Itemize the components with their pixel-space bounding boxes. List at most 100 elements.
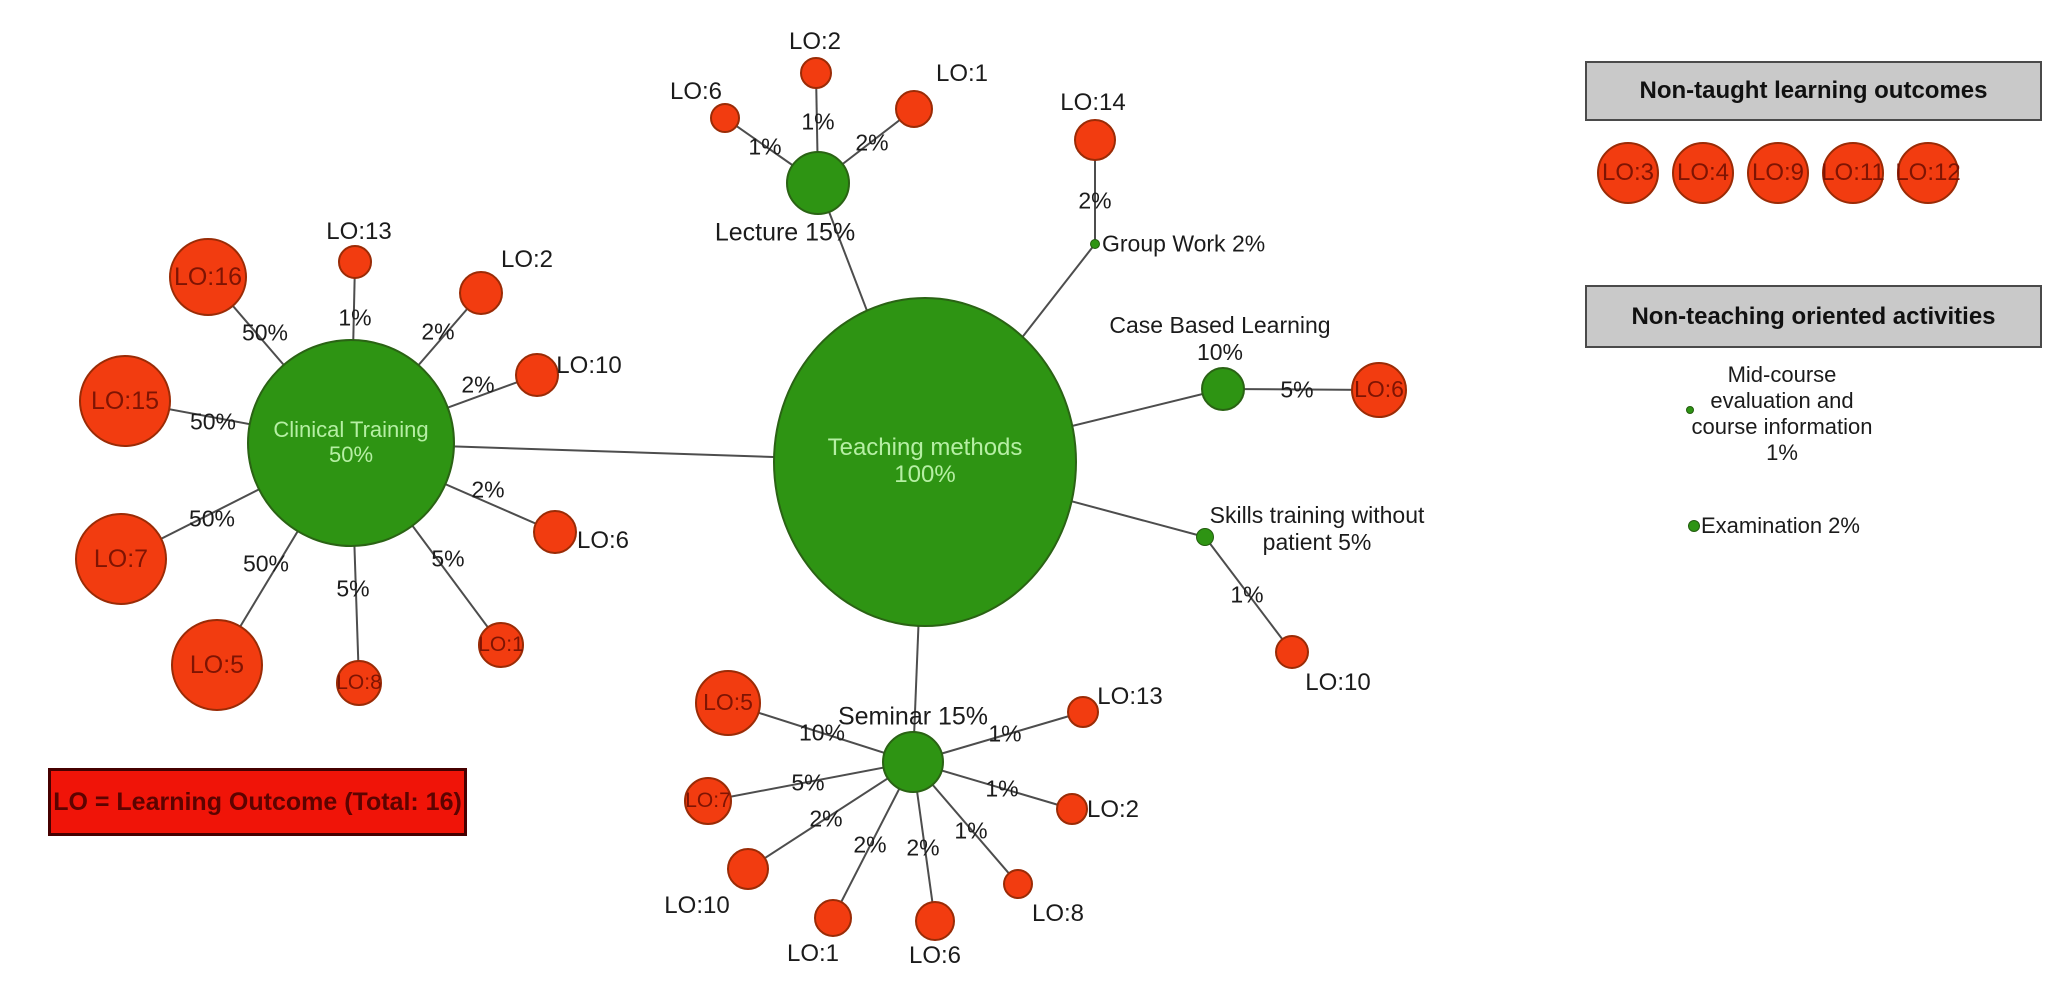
node-label-nt-lo3: LO:3	[1601, 158, 1655, 186]
edge-weight-label-clinical-cl-lo10: 2%	[461, 371, 495, 398]
edge-weight-label-clinical-cl-lo6: 2%	[471, 476, 505, 503]
node-cbl-lo6: LO:6	[1351, 362, 1407, 418]
node-nt-lo11: LO:11	[1821, 142, 1885, 204]
node-label-nt-lo4: LO:4	[1676, 158, 1730, 186]
node-label-cl-lo16: LO:16	[173, 263, 243, 291]
edge-weight-label-seminar-sem-lo1: 2%	[853, 831, 887, 858]
node-label-lec-lo2: LO:2	[788, 27, 842, 55]
node-sk-lo10	[1275, 635, 1309, 669]
node-label-sem-lo7: LO:7	[685, 789, 731, 813]
node-sem-lo10	[727, 848, 769, 890]
node-cl-lo6	[533, 510, 577, 554]
edge-weight-label-clinical-cl-lo5: 50%	[242, 550, 290, 577]
node-label-sem-lo13: LO:13	[1097, 682, 1163, 710]
panel-non-taught-title: Non-taught learning outcomes	[1639, 77, 1988, 104]
node-label-cl-lo5: LO:5	[189, 651, 245, 679]
node-label-cl-lo15: LO:15	[90, 387, 160, 415]
node-lec-lo1	[895, 90, 933, 128]
node-label-seminar: Seminar 15%	[837, 702, 989, 731]
node-label-sem-lo6: LO:6	[908, 941, 962, 969]
node-label-cbl-lo6: LO:6	[1354, 376, 1404, 403]
node-sem-lo5: LO:5	[695, 670, 761, 736]
edge-weight-label-seminar-sem-lo10: 2%	[809, 805, 843, 832]
edge-weight-label-clinical-cl-lo16: 50%	[241, 319, 289, 346]
node-cl-lo10	[515, 353, 559, 397]
node-label-groupwork: Group Work 2%	[1102, 230, 1266, 257]
edge-weight-label-clinical-cl-lo13: 1%	[338, 304, 372, 331]
node-midcourse	[1686, 406, 1694, 414]
edge-weight-label-seminar-sem-lo6: 2%	[906, 834, 940, 861]
edge-weight-label-groupwork-gw-lo14: 2%	[1078, 187, 1112, 214]
node-nt-lo12: LO:12	[1895, 142, 1961, 204]
node-label-sem-lo2: LO:2	[1086, 795, 1140, 823]
edge-weight-label-clinical-cl-lo8: 5%	[336, 575, 370, 602]
node-label-skills: Skills training without patient 5%	[1209, 501, 1425, 555]
node-label-sem-lo8: LO:8	[1031, 899, 1085, 927]
panel-non-teaching-header: Non-teaching oriented activities	[1585, 285, 2042, 348]
edge-seminar-sem-lo10	[747, 761, 914, 870]
panel-non-teaching-title: Non-teaching oriented activities	[1631, 302, 1996, 330]
node-label-lec-lo6: LO:6	[669, 77, 723, 105]
node-label-sk-lo10: LO:10	[1305, 668, 1371, 696]
node-cbl	[1201, 367, 1245, 411]
node-seminar	[882, 731, 944, 793]
node-label-clinical: Clinical Training 50%	[273, 417, 429, 467]
node-label-exam: Examination 2%	[1701, 513, 1860, 539]
node-sem-lo8	[1003, 869, 1033, 899]
edge-weight-label-clinical-cl-lo1: 5%	[431, 545, 465, 572]
node-sem-lo7: LO:7	[684, 777, 732, 825]
node-lecture	[786, 151, 850, 215]
node-label-cl-lo1: LO:1	[478, 633, 524, 657]
node-label-cl-lo2: LO:2	[500, 245, 554, 273]
node-cl-lo16: LO:16	[169, 238, 247, 316]
edge-seminar-sem-lo7	[707, 761, 914, 802]
legend-box: LO = Learning Outcome (Total: 16)	[48, 768, 467, 836]
node-sem-lo6	[915, 901, 955, 941]
node-label-nt-lo9: LO:9	[1751, 158, 1805, 186]
node-teaching: Teaching methods 100%	[773, 297, 1077, 627]
node-label-lec-lo1: LO:1	[935, 59, 989, 87]
node-label-cl-lo13: LO:13	[326, 217, 392, 245]
node-cl-lo13	[338, 245, 372, 279]
node-nt-lo4: LO:4	[1672, 142, 1734, 204]
edge-skills-sk-lo10	[1204, 536, 1293, 653]
node-label-sem-lo10: LO:10	[664, 891, 730, 919]
edge-weight-label-lecture-lec-lo6: 1%	[748, 133, 782, 160]
node-exam	[1688, 520, 1700, 532]
node-lec-lo6	[710, 103, 740, 133]
node-label-sem-lo5: LO:5	[703, 689, 753, 716]
panel-non-taught-header: Non-taught learning outcomes	[1585, 61, 2042, 121]
edge-weight-label-lecture-lec-lo1: 2%	[855, 129, 889, 156]
node-label-nt-lo12: LO:12	[1895, 158, 1961, 186]
node-cl-lo5: LO:5	[171, 619, 263, 711]
node-cl-lo2	[459, 271, 503, 315]
edge-weight-label-clinical-cl-lo7: 50%	[188, 505, 236, 532]
node-label-cl-lo10: LO:10	[556, 351, 622, 379]
node-label-teaching: Teaching methods 100%	[827, 434, 1023, 488]
node-groupwork	[1090, 239, 1100, 249]
edge-weight-label-seminar-sem-lo2: 1%	[985, 775, 1019, 802]
node-label-midcourse: Mid-course evaluation and course informa…	[1691, 362, 1873, 465]
edge-weight-label-lecture-lec-lo2: 1%	[801, 108, 835, 135]
node-lec-lo2	[800, 57, 832, 89]
node-cl-lo15: LO:15	[79, 355, 171, 447]
node-cl-lo7: LO:7	[75, 513, 167, 605]
node-label-sem-lo1: LO:1	[786, 939, 840, 967]
node-clinical: Clinical Training 50%	[247, 339, 455, 547]
edge-weight-label-seminar-sem-lo13: 1%	[988, 720, 1022, 747]
node-label-cbl: Case Based Learning 10%	[1109, 311, 1331, 365]
edge-weight-label-skills-sk-lo10: 1%	[1230, 581, 1264, 608]
node-sem-lo13	[1067, 696, 1099, 728]
edge-weight-label-seminar-sem-lo5: 10%	[798, 719, 846, 746]
node-skills	[1196, 528, 1214, 546]
edge-weight-label-seminar-sem-lo7: 5%	[791, 769, 825, 796]
edge-weight-label-seminar-sem-lo8: 1%	[954, 817, 988, 844]
node-label-cl-lo8: LO:8	[336, 671, 382, 695]
edge-weight-label-clinical-cl-lo15: 50%	[189, 408, 237, 435]
node-nt-lo3: LO:3	[1597, 142, 1659, 204]
node-sem-lo1	[814, 899, 852, 937]
node-gw-lo14	[1074, 119, 1116, 161]
node-sem-lo2	[1056, 793, 1088, 825]
edge-weight-label-cbl-cbl-lo6: 5%	[1280, 376, 1314, 403]
